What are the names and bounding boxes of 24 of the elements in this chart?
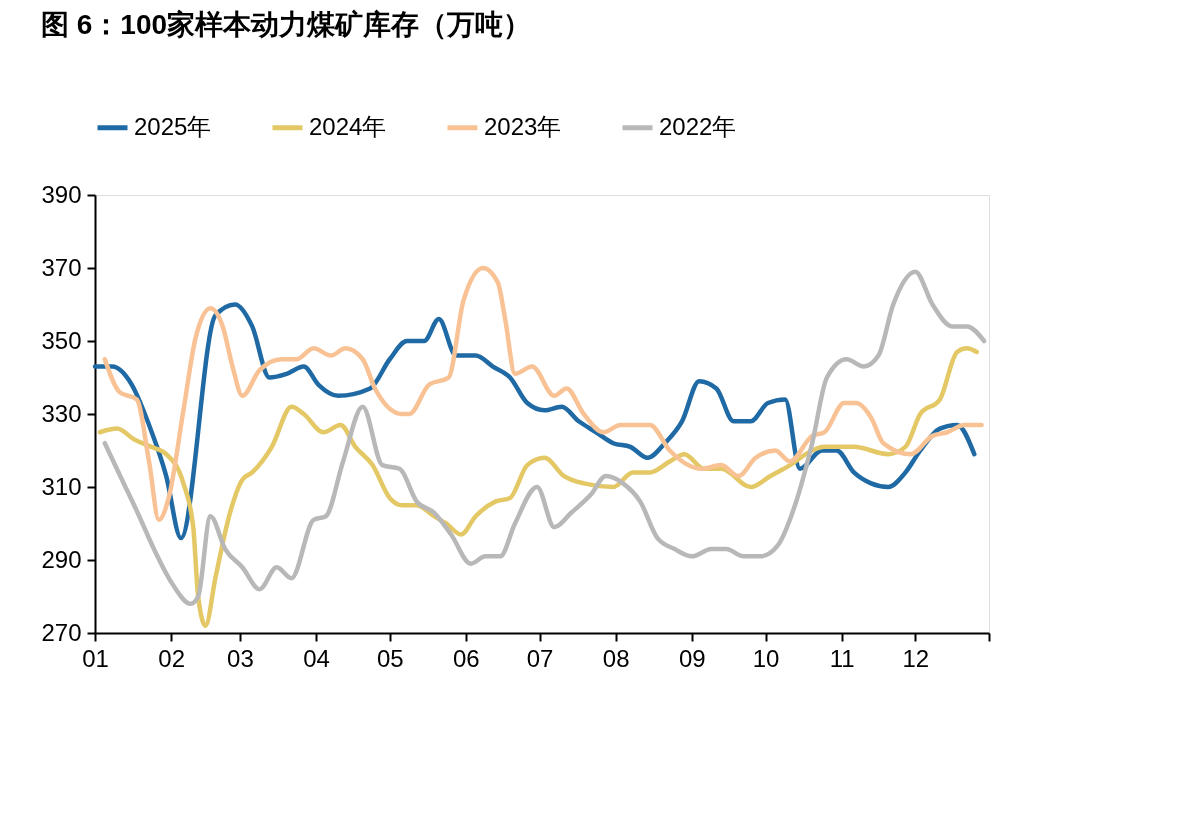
y-tick-label: 370	[41, 253, 82, 281]
x-tick-label: 07	[526, 644, 554, 672]
y-tick-label: 270	[41, 618, 82, 646]
x-tick-label: 03	[227, 644, 254, 672]
chart-title: 图 6：100家样本动力煤矿库存（万吨）	[40, 9, 532, 40]
x-tick-label: 12	[902, 644, 930, 672]
legend-label: 2025年	[134, 112, 212, 140]
x-tick-label: 10	[752, 644, 780, 672]
y-tick-label: 310	[41, 472, 82, 500]
x-tick-label: 06	[453, 644, 480, 672]
y-tick-label: 330	[41, 399, 82, 427]
x-tick-label: 08	[602, 644, 630, 672]
y-tick-label: 350	[41, 326, 82, 354]
legend-label: 2024年	[309, 112, 387, 140]
legend-label: 2022年	[659, 112, 737, 140]
x-tick-label: 11	[829, 644, 855, 672]
y-tick-label: 390	[41, 180, 82, 208]
y-tick-label: 290	[41, 545, 82, 573]
x-tick-label: 04	[303, 644, 330, 672]
legend-label: 2023年	[484, 112, 562, 140]
x-tick-label: 01	[82, 644, 109, 672]
x-tick-label: 09	[678, 644, 706, 672]
x-tick-label: 05	[376, 644, 404, 672]
x-tick-label: 02	[158, 644, 185, 672]
